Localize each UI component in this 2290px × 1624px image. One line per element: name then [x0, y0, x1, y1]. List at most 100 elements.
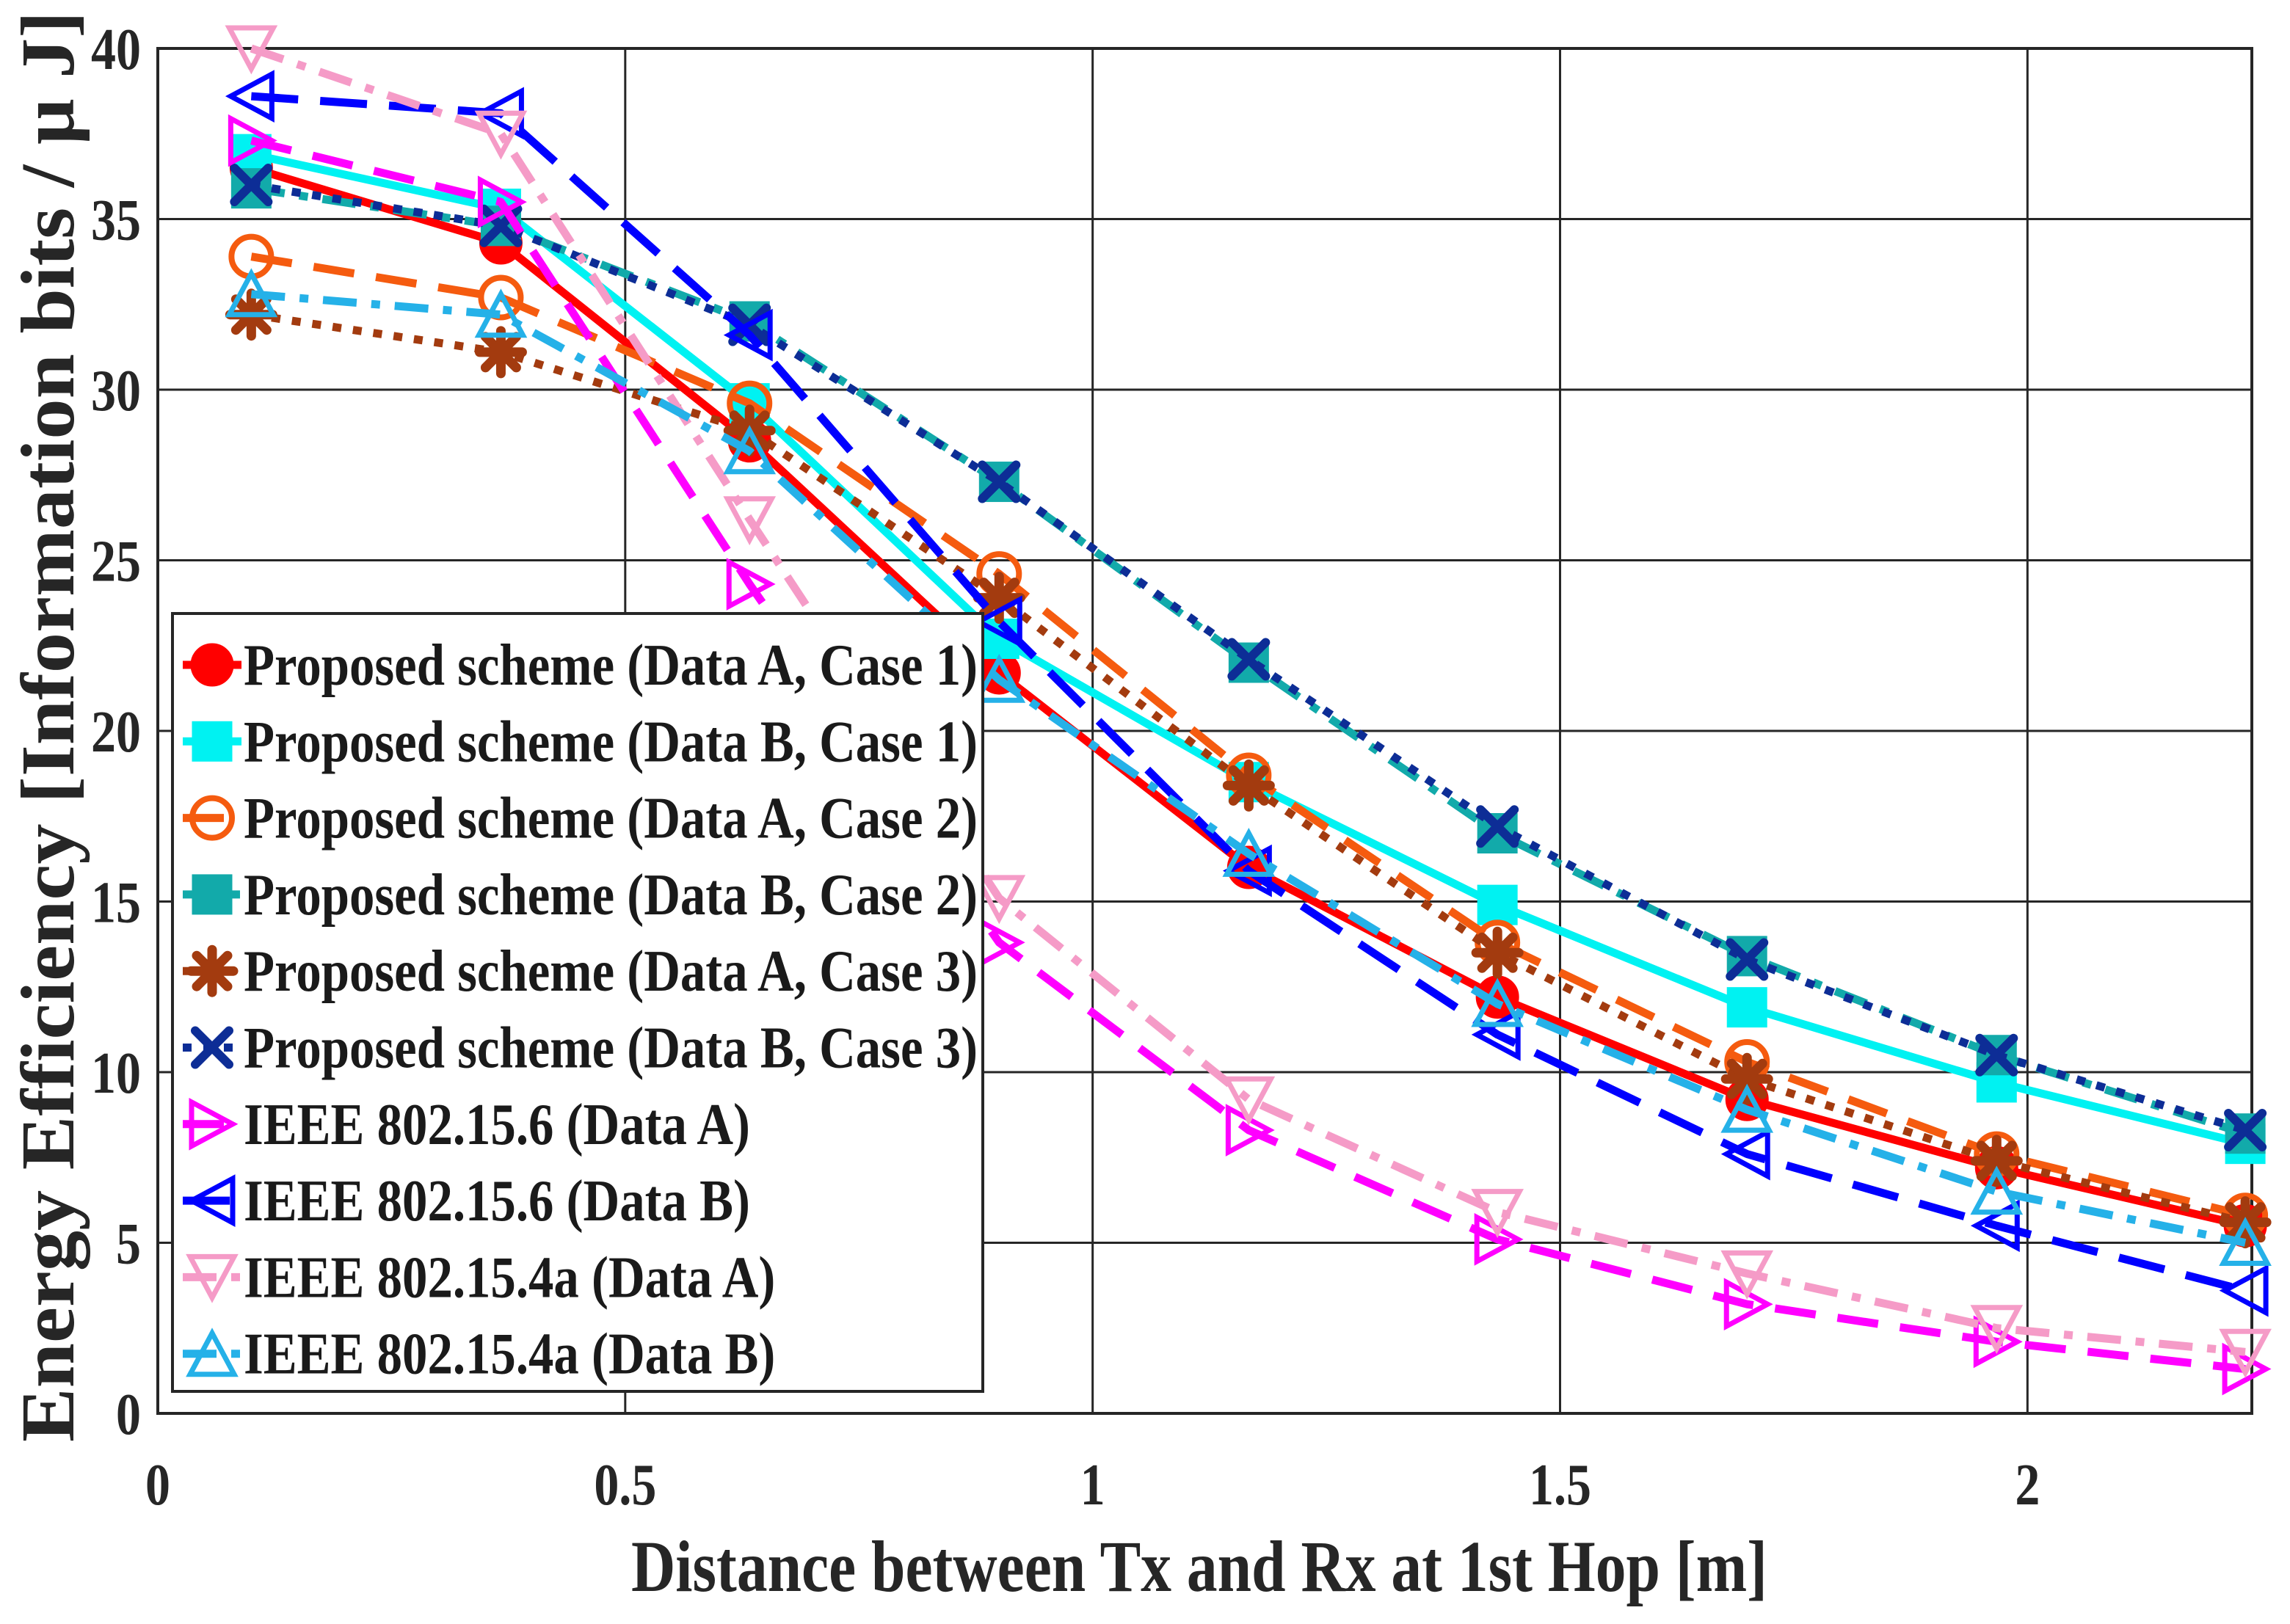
- legend-label-6: Proposed scheme (Data B, Case 3): [244, 1016, 978, 1081]
- series-8-point-9: [2219, 1264, 2269, 1317]
- series-7-point-1: [228, 114, 277, 167]
- series-10-line: [250, 290, 2247, 1247]
- series-7-point-2: [477, 175, 527, 229]
- legend-label-4: Proposed scheme (Data B, Case 2): [244, 863, 978, 928]
- legend-marker-5: [186, 944, 239, 997]
- legend-entry-1: Proposed scheme (Data A, Case 1): [183, 633, 978, 698]
- x-tick-labels: 0 0.5 1 1.5 2: [145, 1453, 2040, 1518]
- legend-marker-10: [186, 1328, 239, 1377]
- series-7-point-3: [726, 558, 776, 611]
- y-tick-label-8: 40: [91, 18, 141, 82]
- x-tick-label-3: 1.5: [1529, 1453, 1591, 1518]
- series-5-point-5: [1222, 759, 1275, 812]
- series-6-point-8: [1975, 1033, 2018, 1077]
- legend-entry-8: IEEE 802.15.6 (Data B): [183, 1169, 750, 1234]
- series-9-point-3: [723, 496, 777, 546]
- series-9-point-4: [973, 875, 1026, 925]
- series-10-point-7: [1720, 1083, 1774, 1133]
- series-10: [225, 268, 2272, 1266]
- y-tick-labels: 0 5 10 15 20 25 30 35 40: [91, 18, 141, 1447]
- series-7-line: [250, 136, 2246, 1374]
- legend-label-5: Proposed scheme (Data A, Case 3): [244, 940, 978, 1005]
- series-2-point-7: [1726, 987, 1767, 1028]
- y-axis-label: Energy Efficiency [Information bits / μ …: [6, 11, 90, 1442]
- series-9-point-6: [1471, 1189, 1524, 1239]
- series-10-point-3: [723, 425, 777, 475]
- series-8-line: [250, 92, 2247, 1295]
- series-10-point-2: [474, 288, 528, 338]
- legend-marker-4: [192, 874, 233, 915]
- series-7-point-9: [2222, 1342, 2272, 1396]
- legend-marker-1: [190, 643, 234, 687]
- legend-entry-4: Proposed scheme (Data B, Case 2): [183, 863, 978, 928]
- series-10-point-9: [2219, 1217, 2272, 1266]
- series-9: [225, 25, 2272, 1378]
- legend-box: [171, 612, 984, 1393]
- series-8-point-3: [723, 308, 773, 362]
- series-10-point-1: [225, 268, 278, 318]
- series-6-point-1: [230, 164, 273, 206]
- x-tick-label-4: 2: [2015, 1453, 2040, 1518]
- x-tick-label-2: 1: [1080, 1453, 1105, 1518]
- x-axis-label: Distance between Tx and Rx at 1st Hop [m…: [631, 1526, 1767, 1607]
- legend-label-10: IEEE 802.15.4a (Data B): [244, 1322, 775, 1387]
- legend-entry-5: Proposed scheme (Data A, Case 3): [183, 940, 978, 1005]
- axes-frame: [156, 47, 2253, 1415]
- series-9-point-5: [1222, 1076, 1276, 1126]
- series-5-point-4: [973, 572, 1025, 625]
- series-6-point-6: [1476, 805, 1519, 848]
- legend-entry-7: IEEE 802.15.6 (Data A): [183, 1093, 750, 1157]
- series-6-point-5: [1227, 638, 1271, 681]
- series-2-point-6: [1477, 884, 1518, 925]
- series-9-line: [250, 44, 2246, 1356]
- series-9-point-8: [1970, 1305, 2024, 1355]
- legend-marker-3: [189, 795, 235, 841]
- series-9-point-2: [474, 110, 528, 160]
- series-8-point-4: [973, 595, 1022, 649]
- y-tick-label-6: 30: [91, 359, 141, 423]
- series-5-point-2: [474, 326, 527, 379]
- series-5-point-7: [1720, 1052, 1773, 1105]
- y-tick-label-4: 20: [91, 700, 141, 765]
- plot-series: [225, 25, 2272, 1396]
- series-9-point-1: [225, 25, 278, 75]
- y-tick-label-5: 25: [91, 529, 141, 594]
- y-tick-label-1: 5: [116, 1212, 141, 1276]
- legend-label-3: Proposed scheme (Data A, Case 2): [244, 787, 978, 851]
- x-tick-label-0: 0: [145, 1453, 170, 1518]
- series-6-point-9: [2224, 1109, 2267, 1152]
- series-5-point-8: [1970, 1135, 2023, 1187]
- series-3-point-2: [478, 274, 524, 321]
- legend-entry-6: Proposed scheme (Data B, Case 3): [183, 1016, 978, 1081]
- legend-entry-3: Proposed scheme (Data A, Case 2): [183, 787, 978, 851]
- series-8-point-7: [1720, 1127, 1770, 1181]
- legend: Proposed scheme (Data A, Case 1) Proposed…: [171, 612, 984, 1393]
- legend-label-2: Proposed scheme (Data B, Case 1): [244, 710, 978, 775]
- legend-label-8: IEEE 802.15.6 (Data B): [244, 1169, 750, 1234]
- legend-label-1: Proposed scheme (Data A, Case 1): [244, 633, 978, 698]
- x-tick-label-1: 0.5: [594, 1453, 656, 1518]
- legend-label-9: IEEE 802.15.4a (Data A): [244, 1246, 775, 1311]
- legend-label-7: IEEE 802.15.6 (Data A): [244, 1093, 750, 1157]
- series-8-point-1: [225, 70, 275, 123]
- legend-entry-10: IEEE 802.15.4a (Data B): [183, 1322, 775, 1387]
- series-10-point-5: [1222, 827, 1276, 877]
- series-10-point-4: [973, 653, 1026, 703]
- legend-marker-2: [192, 721, 233, 762]
- series-6-point-7: [1726, 938, 1769, 981]
- legend-entry-2: Proposed scheme (Data B, Case 1): [183, 710, 978, 775]
- legend-marker-7: [189, 1097, 239, 1151]
- series-10-point-6: [1471, 977, 1524, 1027]
- series-9-point-7: [1720, 1250, 1774, 1300]
- legend-marker-8: [186, 1174, 236, 1227]
- y-tick-label-7: 35: [91, 188, 141, 252]
- series-6: [230, 164, 2267, 1152]
- legend-marker-9: [186, 1253, 239, 1303]
- series-5-point-6: [1471, 926, 1524, 979]
- legend-entry-9: IEEE 802.15.4a (Data A): [183, 1246, 775, 1311]
- y-tick-label-2: 10: [91, 1041, 141, 1106]
- y-tick-label-3: 15: [91, 870, 141, 935]
- series-6-point-4: [978, 460, 1021, 503]
- legend-marker-6: [191, 1026, 233, 1069]
